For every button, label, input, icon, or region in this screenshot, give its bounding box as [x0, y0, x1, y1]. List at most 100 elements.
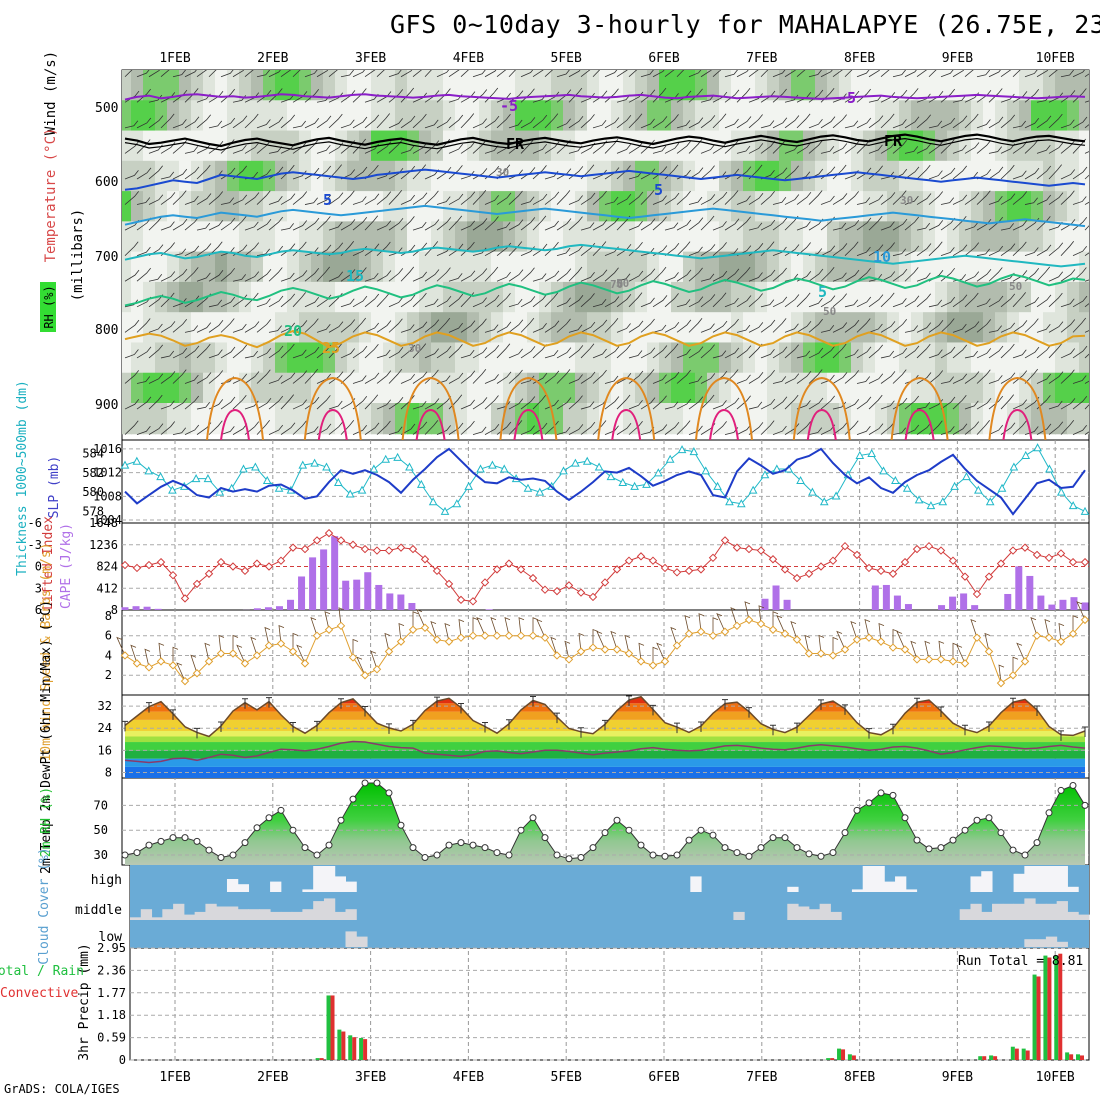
rh-cell — [791, 221, 804, 253]
rh-cell — [167, 251, 180, 283]
cape-bar — [342, 580, 350, 610]
cape-bar — [772, 585, 780, 610]
lifted-index-label: Lifted Index — [41, 516, 56, 610]
y-tick-700: 700 — [95, 250, 118, 265]
rh-cell — [683, 281, 696, 314]
wind-barb — [724, 268, 740, 282]
wind-barb — [964, 70, 974, 78]
thickness-marker — [748, 485, 758, 494]
rh-cell — [122, 160, 132, 193]
wind-barb — [1036, 423, 1052, 435]
wind-barb — [460, 141, 476, 154]
wind-barb — [460, 370, 476, 384]
rh-cell — [887, 221, 900, 253]
precip-total-bar — [337, 1029, 342, 1060]
wind-barb — [460, 170, 475, 180]
rh-cell — [1079, 281, 1089, 314]
wind-barb — [364, 193, 380, 205]
rh-cell — [311, 312, 324, 344]
wind-barb — [520, 117, 536, 129]
wind-barb — [148, 323, 163, 333]
lifted-index-marker — [828, 556, 838, 565]
wind-barb — [172, 70, 187, 78]
rh-cell — [431, 70, 444, 102]
rh-cell — [959, 372, 972, 404]
rh-cell — [695, 130, 708, 162]
wind-barb — [460, 70, 469, 78]
wind-speed-marker — [864, 633, 874, 642]
rh-cell — [767, 342, 780, 374]
rh-cell — [551, 160, 564, 193]
wind-barb — [352, 216, 368, 231]
rh-cell — [299, 70, 312, 102]
upper-air-y-ticks: 500 600 700 800 900 — [95, 101, 118, 413]
rh-marker — [553, 851, 561, 859]
tick-label: 1648 — [89, 516, 118, 530]
wind-barb — [544, 91, 560, 103]
rh-cell — [122, 70, 132, 102]
rh-marker — [613, 816, 621, 824]
rh-cell — [779, 281, 792, 314]
wind-speed-marker — [1068, 629, 1078, 638]
wind-barb — [388, 89, 404, 103]
wind-barb — [388, 368, 403, 384]
wind-barb — [940, 376, 955, 384]
wind-barb — [316, 216, 331, 231]
thickness-marker — [322, 462, 331, 471]
rh-cell — [707, 191, 720, 223]
wind-barb — [400, 244, 416, 257]
wind-barb — [520, 196, 535, 205]
y-tick-600: 600 — [95, 175, 118, 190]
rh-cell — [851, 160, 864, 193]
rh-cell — [755, 191, 768, 223]
rh-cell — [1043, 372, 1056, 404]
wind-barb — [976, 397, 992, 410]
rh-cell — [479, 403, 492, 435]
wind-barb — [340, 298, 355, 308]
lifted-index-marker — [816, 562, 826, 571]
rh-cell — [122, 221, 132, 253]
wind-barb — [748, 322, 764, 333]
wind-speed-marker — [192, 669, 202, 678]
rh-cell — [122, 130, 132, 162]
wind-barb — [136, 267, 151, 282]
rh-cell — [731, 403, 744, 435]
rh-cell — [755, 251, 768, 283]
wind-barb-10m — [370, 650, 378, 670]
upper-air-ylabels: (millibars) Wind (m/s) Temperature (°C) … — [40, 51, 86, 332]
wind-barb — [820, 70, 833, 78]
rh-cell — [779, 191, 792, 223]
contour-label: FR — [884, 132, 903, 150]
wind-barb — [976, 268, 992, 282]
temp-minmax-bar — [218, 721, 224, 732]
rh-cell — [299, 100, 312, 132]
rh-cell — [479, 251, 492, 283]
rh-cell — [635, 191, 648, 223]
rh-cell — [251, 70, 264, 102]
rh-cell — [527, 191, 540, 223]
rh-cell — [371, 281, 384, 314]
cape-bar — [143, 606, 151, 610]
rh-marker — [445, 841, 453, 849]
rh-cell — [659, 160, 672, 193]
rh-marker — [733, 849, 741, 857]
rh-cell — [707, 160, 720, 193]
thickness-marker — [642, 479, 651, 488]
rh-cell — [947, 281, 960, 314]
rh-cell — [767, 100, 780, 132]
wind-barb — [592, 319, 608, 333]
wind-barb — [976, 190, 991, 205]
wind-speed-marker — [1032, 631, 1042, 640]
rh-cell — [299, 160, 312, 193]
wind-barb — [688, 217, 704, 231]
wind-barb — [904, 216, 920, 231]
wind-barb — [244, 271, 260, 282]
rh-cell — [1019, 251, 1032, 283]
wind-barb — [832, 114, 847, 129]
rh-cell — [227, 312, 240, 344]
rh-cell — [791, 160, 804, 193]
rh-cell — [647, 372, 660, 404]
wind-barb — [988, 345, 1004, 359]
lifted-index-marker — [1068, 557, 1078, 567]
